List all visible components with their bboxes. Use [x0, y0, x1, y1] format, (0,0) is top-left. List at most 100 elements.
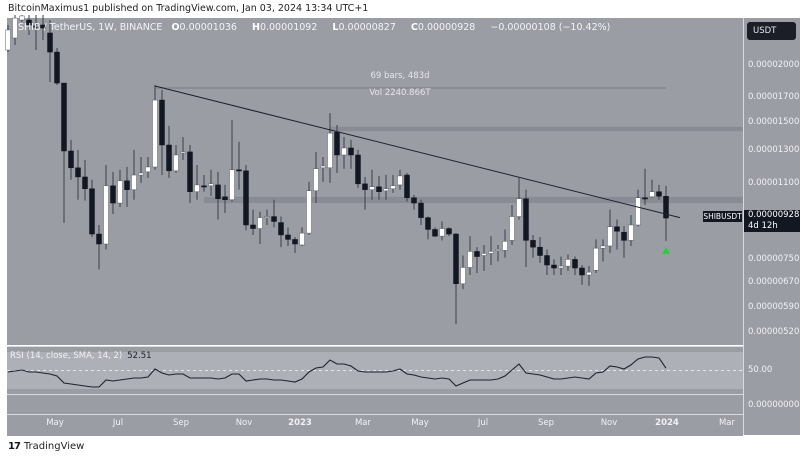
- candle: [145, 157, 151, 178]
- candle-body: [481, 253, 487, 256]
- candle-body: [124, 180, 130, 190]
- candle-body: [404, 174, 410, 199]
- candle-body: [264, 216, 270, 219]
- candle: [530, 234, 536, 258]
- candle-body: [649, 191, 655, 198]
- candle: [474, 247, 480, 274]
- candle: [19, 14, 25, 22]
- candle-body: [145, 166, 151, 173]
- measure-bars: 69 bars, 483d: [370, 71, 430, 81]
- candle-body: [656, 191, 662, 197]
- candle-body: [376, 186, 382, 192]
- candle-body: [313, 168, 319, 192]
- candle: [586, 266, 592, 286]
- candle-body: [369, 186, 375, 190]
- candle-body: [383, 188, 389, 192]
- candle-body: [460, 267, 466, 284]
- candle: [236, 141, 242, 190]
- candle: [124, 166, 130, 208]
- candle: [509, 205, 515, 245]
- candle-body: [250, 224, 256, 229]
- price-axis-label: 0.00001700: [748, 92, 800, 103]
- candle-body: [138, 172, 144, 176]
- candle: [565, 254, 571, 272]
- candle: [362, 176, 368, 210]
- candle-body: [607, 226, 613, 247]
- candle-body: [89, 188, 95, 235]
- candle-body: [103, 185, 109, 245]
- price-axis-label: 0.00002000: [748, 60, 800, 70]
- candle: [635, 189, 641, 227]
- rsi-legend[interactable]: RSI (14, close, SMA, 14, 2) 52.51: [10, 351, 152, 361]
- candle: [285, 227, 291, 246]
- candle: [593, 239, 599, 274]
- zone-band: [204, 196, 743, 204]
- legend-low: 0.00000827: [338, 22, 396, 33]
- candle: [404, 173, 410, 202]
- rsi-line: [7, 356, 667, 388]
- trendline: [154, 85, 681, 219]
- candle: [229, 119, 235, 202]
- candle-body: [159, 99, 165, 146]
- currency-button[interactable]: USDT: [747, 22, 796, 40]
- candle: [117, 169, 123, 208]
- candle: [446, 227, 452, 237]
- candle-body: [341, 147, 347, 156]
- candle: [369, 169, 375, 200]
- zone-band: [330, 126, 743, 132]
- candle-body: [362, 183, 368, 190]
- time-axis-label: 2024: [655, 418, 679, 428]
- zones: [204, 126, 743, 204]
- candle-body: [600, 245, 606, 249]
- time-axis-label: 2023: [288, 418, 312, 428]
- time-axis-label: Mar: [718, 418, 736, 428]
- trendline-group: [154, 85, 681, 219]
- candle: [131, 149, 137, 200]
- candle: [68, 139, 74, 180]
- candle-body: [117, 180, 123, 204]
- candle: [89, 179, 95, 238]
- time-axis-label: Nov: [235, 418, 253, 428]
- candle: [656, 184, 662, 200]
- marker-group: [662, 246, 670, 254]
- candle: [383, 175, 389, 200]
- candle-body: [453, 233, 459, 284]
- candle: [502, 229, 508, 258]
- legend-close-key: C: [410, 22, 418, 33]
- candle-body: [68, 150, 74, 169]
- candle-body: [110, 185, 116, 204]
- candle-body: [635, 197, 641, 226]
- bar-countdown: 4d 12h: [748, 221, 778, 231]
- candle-body: [551, 264, 557, 269]
- candle: [201, 175, 207, 192]
- candle-body: [509, 216, 515, 241]
- time-axis-label: May: [411, 418, 429, 428]
- candle-body: [642, 197, 648, 200]
- candle-body: [586, 271, 592, 276]
- candle-body: [278, 222, 284, 236]
- candle-body: [502, 241, 508, 251]
- candle-body: [257, 217, 263, 229]
- candle: [397, 169, 403, 190]
- legend-high: 0.00001092: [259, 22, 318, 33]
- price-axis-label: 0.00001300: [748, 145, 800, 156]
- candle: [313, 151, 319, 204]
- bottom-pane[interactable]: [7, 394, 743, 415]
- candle-body: [425, 217, 431, 230]
- price-axis-label: 0.00000750: [748, 254, 800, 265]
- candle-body: [75, 167, 81, 178]
- price-axis-label: 0.00001500: [748, 116, 800, 127]
- legend-high-key: H: [252, 22, 260, 33]
- legend-change: −0.00000108 (−10.42%): [490, 22, 611, 33]
- time-axis[interactable]: [7, 414, 743, 436]
- tradingview-logo: 𝟭𝟳: [8, 441, 21, 452]
- rsi-title: RSI (14, close, SMA, 14, 2): [10, 351, 123, 361]
- legend-symbol[interactable]: SHIB / TetherUS, 1W, BINANCE: [18, 22, 163, 33]
- candle: [425, 216, 431, 240]
- candle-body: [292, 239, 298, 245]
- candle-body: [488, 251, 494, 254]
- candle-body: [418, 202, 424, 218]
- candle-body: [327, 132, 333, 169]
- candle-body: [348, 147, 354, 156]
- candle: [390, 175, 396, 193]
